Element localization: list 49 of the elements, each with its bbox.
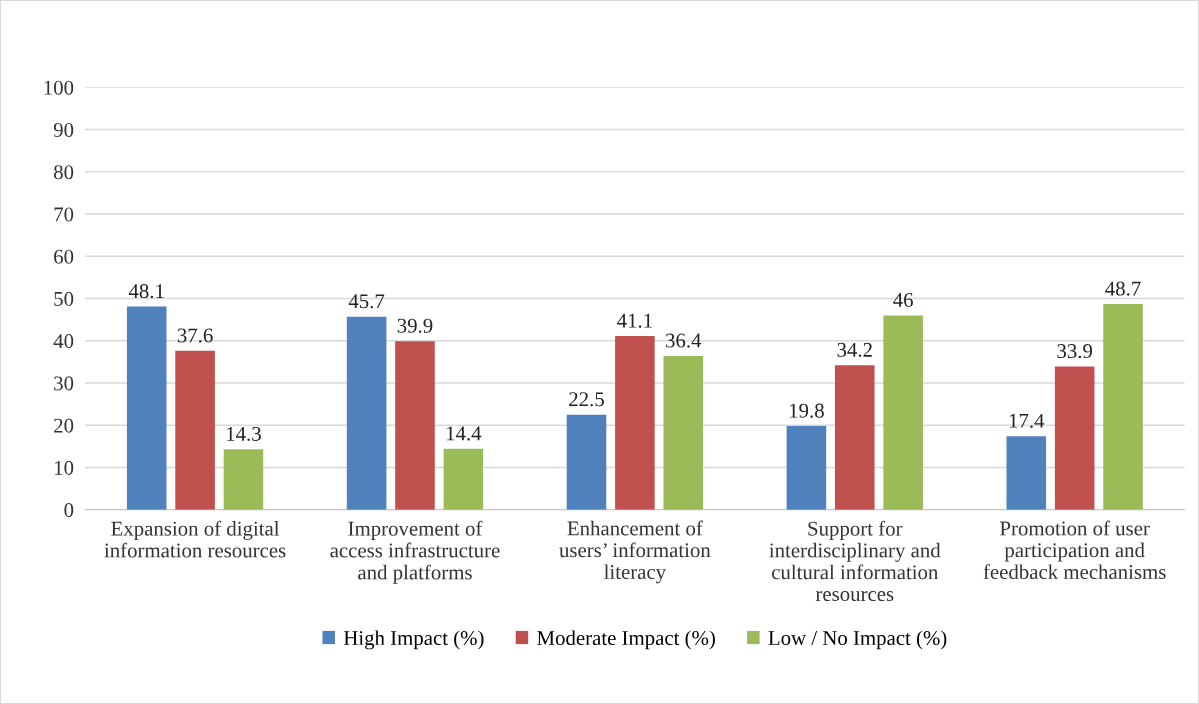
data-label: 48.1	[128, 284, 164, 299]
data-label: 41.1	[617, 313, 652, 328]
data-label: 46	[893, 292, 913, 307]
y-tick-label: 90	[53, 122, 74, 137]
x-tick-label: Expansion of digital information resources	[104, 520, 286, 558]
x-tick-label: Enhancement of users’ information literacy	[559, 520, 711, 584]
y-tick-label: 30	[54, 376, 74, 391]
data-label: 48.7	[1105, 281, 1141, 296]
x-tick-label: Support for interdisciplinary and cultural information resources	[769, 520, 941, 602]
x-tick-label: Improvement of access infrastructure and platforms	[330, 520, 500, 584]
bar	[1054, 366, 1095, 510]
x-tick-label: Promotion of user participation and feedback mechanisms	[983, 520, 1166, 580]
bar	[1006, 436, 1047, 510]
data-label: 37.6	[177, 328, 213, 343]
data-label: 22.5	[569, 392, 604, 407]
bar	[126, 306, 167, 510]
legend-label: Moderate Impact (%)	[537, 630, 715, 650]
bar	[1103, 303, 1143, 510]
bar	[663, 355, 704, 510]
data-label: 14.3	[227, 426, 261, 441]
legend-label: Low / No Impact (%)	[768, 630, 947, 650]
legend-label: High Impact (%)	[343, 630, 484, 650]
y-tick-label: 80	[53, 165, 74, 180]
bar	[834, 365, 875, 510]
y-tick-label: 20	[54, 418, 74, 433]
y-tick-label: 60	[54, 249, 74, 264]
bar	[346, 316, 387, 510]
bar	[223, 449, 264, 510]
y-tick-label: 10	[55, 460, 74, 475]
y-tick-label: 50	[54, 291, 74, 306]
y-tick-label: 40	[53, 334, 74, 349]
bar	[786, 426, 827, 510]
data-label: 33.9	[1057, 344, 1093, 359]
y-tick-label: 100	[44, 80, 74, 95]
bar	[615, 336, 655, 510]
data-label: 39.9	[397, 318, 433, 333]
y-tick-label: 0	[64, 503, 74, 518]
data-label: 19.8	[789, 403, 824, 418]
y-tick-label: 70	[54, 207, 74, 222]
bar	[443, 448, 484, 510]
data-label: 14.4	[446, 426, 482, 441]
data-label: 36.4	[666, 333, 702, 348]
data-label: 34.2	[837, 342, 872, 357]
bar	[175, 350, 215, 510]
data-label: 17.4	[1009, 413, 1045, 428]
bar	[883, 315, 923, 510]
bar	[395, 341, 435, 510]
bar	[566, 414, 607, 510]
data-label: 45.7	[348, 294, 385, 309]
